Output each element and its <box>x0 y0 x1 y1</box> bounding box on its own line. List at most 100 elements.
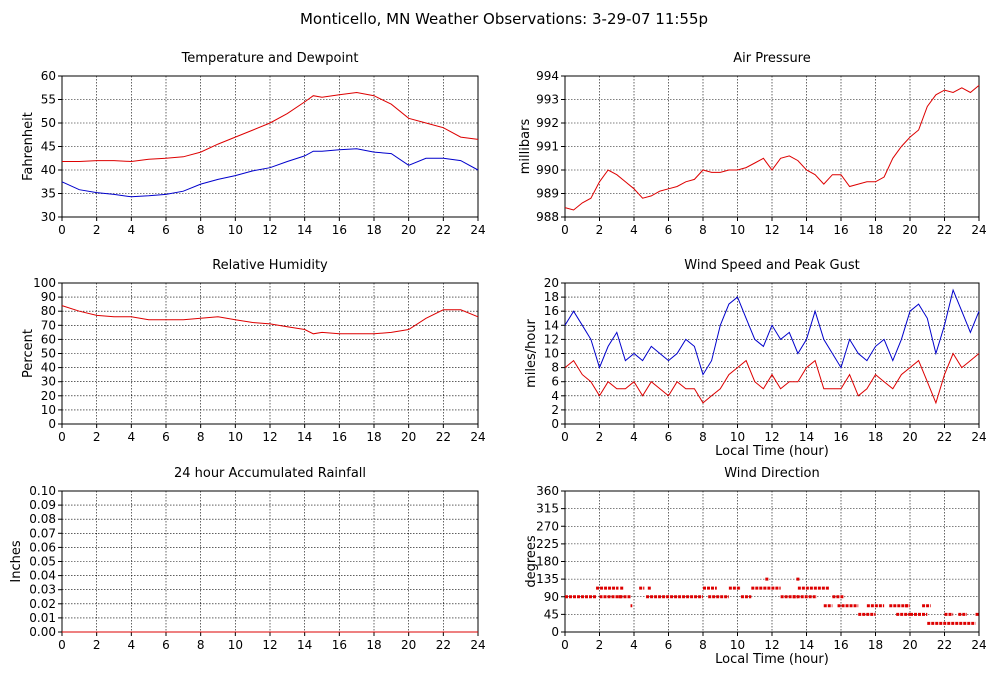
y-tick-label: 8 <box>551 361 559 375</box>
y-tick-label: 0.01 <box>29 611 56 625</box>
x-tick-label: 20 <box>401 223 416 237</box>
x-tick-label: 4 <box>128 638 136 652</box>
y-tick-label: 18 <box>544 290 559 304</box>
y-tick-label: 40 <box>41 163 56 177</box>
chart-title: Wind Direction <box>724 466 820 481</box>
x-tick-label: 6 <box>162 223 170 237</box>
x-tick-label: 8 <box>699 430 707 444</box>
y-tick-label: 0.02 <box>29 597 56 611</box>
direction-point <box>796 577 800 581</box>
x-axis-label: Local Time (hour) <box>715 444 829 459</box>
x-tick-label: 2 <box>596 223 604 237</box>
x-tick-label: 16 <box>332 638 347 652</box>
series-line-temperature-0 <box>62 91 479 163</box>
chart-title: Air Pressure <box>733 51 811 66</box>
y-tick-label: 35 <box>41 187 56 201</box>
y-tick-label: 993 <box>536 93 559 107</box>
y-tick-label: 100 <box>33 276 56 290</box>
x-tick-label: 2 <box>596 638 604 652</box>
y-tick-label: 14 <box>544 318 559 332</box>
y-tick-label: 50 <box>41 347 56 361</box>
x-tick-label: 10 <box>228 223 243 237</box>
x-tick-label: 22 <box>436 638 451 652</box>
x-tick-label: 16 <box>332 430 347 444</box>
x-tick-label: 6 <box>665 223 673 237</box>
series-line-temperature-1 <box>61 148 479 198</box>
x-tick-label: 14 <box>297 430 312 444</box>
chart-title: Relative Humidity <box>212 258 328 273</box>
x-tick-label: 20 <box>401 430 416 444</box>
x-tick-label: 22 <box>937 223 952 237</box>
x-tick-label: 20 <box>902 223 917 237</box>
x-tick-label: 2 <box>93 638 101 652</box>
y-tick-label: 55 <box>41 93 56 107</box>
x-tick-label: 0 <box>58 430 66 444</box>
x-tick-label: 18 <box>366 638 381 652</box>
x-tick-label: 12 <box>262 430 277 444</box>
y-tick-label: 0.07 <box>29 526 56 540</box>
y-tick-label: 0 <box>551 417 559 431</box>
x-tick-label: 14 <box>799 223 814 237</box>
y-tick-label: 30 <box>41 375 56 389</box>
x-tick-label: 12 <box>262 638 277 652</box>
y-tick-label: 2 <box>551 403 559 417</box>
y-tick-label: 10 <box>544 347 559 361</box>
x-tick-label: 16 <box>833 223 848 237</box>
x-tick-label: 6 <box>665 638 673 652</box>
direction-point <box>905 604 909 608</box>
y-tick-label: 135 <box>536 572 559 586</box>
y-tick-label: 988 <box>536 210 559 224</box>
x-tick-label: 0 <box>561 638 569 652</box>
x-tick-label: 6 <box>162 638 170 652</box>
x-tick-label: 2 <box>596 430 604 444</box>
series-line-pressure-0 <box>564 85 980 211</box>
x-tick-label: 10 <box>730 223 745 237</box>
x-tick-label: 10 <box>730 638 745 652</box>
x-tick-label: 0 <box>561 430 569 444</box>
x-tick-label: 4 <box>630 223 638 237</box>
y-tick-label: 70 <box>41 318 56 332</box>
y-tick-label: 0.06 <box>29 540 56 554</box>
x-tick-label: 0 <box>561 223 569 237</box>
x-tick-label: 16 <box>833 638 848 652</box>
x-tick-label: 20 <box>902 430 917 444</box>
x-tick-label: 8 <box>197 223 205 237</box>
y-axis-label: Percent <box>21 329 36 378</box>
x-tick-label: 24 <box>470 430 485 444</box>
y-tick-label: 0.04 <box>29 569 56 583</box>
x-tick-label: 4 <box>630 638 638 652</box>
series-line-humidity-0 <box>61 305 479 335</box>
series-line-wind-1 <box>564 352 980 405</box>
x-tick-label: 14 <box>799 430 814 444</box>
y-tick-label: 0 <box>48 417 56 431</box>
chart-title: Wind Speed and Peak Gust <box>684 258 859 273</box>
x-tick-label: 24 <box>971 223 986 237</box>
x-tick-label: 14 <box>799 638 814 652</box>
x-tick-label: 6 <box>665 430 673 444</box>
x-tick-label: 4 <box>630 430 638 444</box>
y-tick-label: 990 <box>536 163 559 177</box>
x-tick-label: 16 <box>833 430 848 444</box>
x-tick-label: 2 <box>93 223 101 237</box>
x-tick-label: 10 <box>228 638 243 652</box>
x-tick-label: 24 <box>470 223 485 237</box>
x-tick-label: 8 <box>699 223 707 237</box>
y-tick-label: 16 <box>544 304 559 318</box>
y-tick-label: 991 <box>536 140 559 154</box>
y-tick-label: 20 <box>544 276 559 290</box>
x-tick-label: 12 <box>764 223 779 237</box>
y-tick-label: 40 <box>41 361 56 375</box>
y-tick-label: 360 <box>536 484 559 498</box>
y-axis-label: degrees <box>524 535 539 588</box>
direction-point <box>618 595 622 599</box>
x-tick-label: 24 <box>971 430 986 444</box>
y-tick-label: 225 <box>536 537 559 551</box>
x-tick-label: 22 <box>436 430 451 444</box>
y-tick-label: 90 <box>41 290 56 304</box>
y-tick-label: 0.03 <box>29 583 56 597</box>
y-tick-label: 989 <box>536 187 559 201</box>
x-tick-label: 22 <box>937 430 952 444</box>
